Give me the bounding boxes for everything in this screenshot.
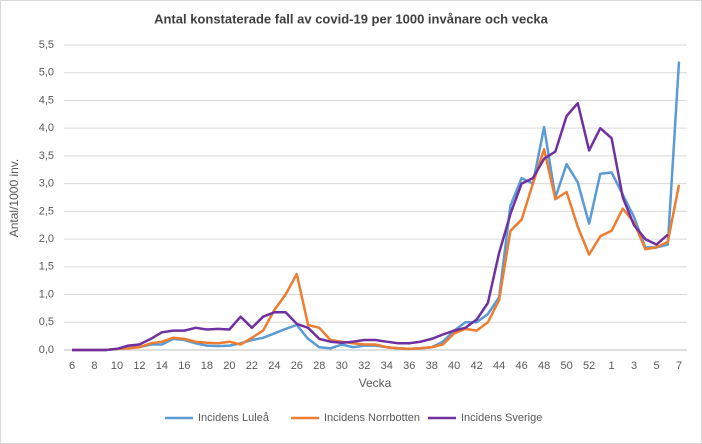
y-tick-label: 4,0 bbox=[39, 122, 54, 134]
y-axis-title: Antal/1000 inv. bbox=[7, 159, 21, 238]
x-tick-label: 42 bbox=[471, 360, 483, 372]
x-tick-label: 12 bbox=[133, 360, 145, 372]
x-tick-label: 32 bbox=[358, 360, 370, 372]
data-line bbox=[72, 101, 669, 352]
x-tick-label: 30 bbox=[336, 360, 348, 372]
y-tick-label: 2,0 bbox=[39, 233, 54, 245]
x-tick-label: 40 bbox=[448, 360, 460, 372]
x-axis-title: Vecka bbox=[359, 376, 392, 390]
x-tick-label: 22 bbox=[246, 360, 258, 372]
y-tick-label: 3,5 bbox=[39, 150, 54, 162]
x-tick-label: 10 bbox=[111, 360, 123, 372]
x-tick-label: 28 bbox=[313, 360, 325, 372]
data-line bbox=[72, 148, 681, 352]
x-tick-label: 18 bbox=[201, 360, 213, 372]
x-tick-label: 34 bbox=[381, 360, 393, 372]
y-tick-label: 3,0 bbox=[39, 178, 54, 190]
y-tick-label: 2,5 bbox=[39, 205, 54, 217]
legend-label: Incidens Luleå bbox=[198, 412, 270, 424]
x-tick-label: 5 bbox=[653, 360, 659, 372]
y-tick-label: 5,5 bbox=[39, 39, 54, 51]
x-tick-label: 3 bbox=[631, 360, 637, 372]
x-tick-label: 50 bbox=[560, 360, 572, 372]
legend-label: Incidens Sverige bbox=[461, 412, 542, 424]
x-tick-label: 24 bbox=[268, 360, 280, 372]
y-tick-label: 1,5 bbox=[39, 261, 54, 273]
y-tick-label: 0,5 bbox=[39, 316, 54, 328]
y-tick-label: 1,0 bbox=[39, 288, 54, 300]
x-tick-label: 8 bbox=[91, 360, 97, 372]
x-tick-label: 7 bbox=[676, 360, 682, 372]
x-tick-label: 20 bbox=[223, 360, 235, 372]
y-tick-label: 4,5 bbox=[39, 94, 54, 106]
y-tick-label: 0,0 bbox=[39, 344, 54, 356]
chart-title: Antal konstaterade fall av covid-19 per … bbox=[154, 11, 549, 26]
x-tick-label: 6 bbox=[69, 360, 75, 372]
x-tick-label: 48 bbox=[538, 360, 550, 372]
legend-label: Incidens Norrbotten bbox=[324, 412, 420, 424]
x-tick-label: 36 bbox=[403, 360, 415, 372]
x-tick-label: 1 bbox=[608, 360, 614, 372]
x-tick-label: 38 bbox=[426, 360, 438, 372]
x-tick-label: 16 bbox=[178, 360, 190, 372]
x-tick-label: 14 bbox=[156, 360, 168, 372]
x-tick-label: 44 bbox=[493, 360, 505, 372]
x-tick-label: 46 bbox=[516, 360, 528, 372]
y-tick-label: 5,0 bbox=[39, 67, 54, 79]
x-tick-label: 26 bbox=[291, 360, 303, 372]
x-tick-label: 52 bbox=[583, 360, 595, 372]
